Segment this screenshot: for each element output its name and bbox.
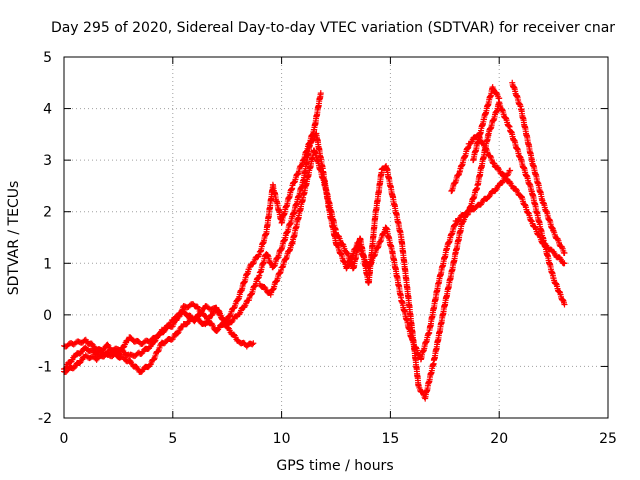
data-point-marker xyxy=(464,211,471,218)
plot-frame xyxy=(63,56,609,419)
data-point-marker xyxy=(151,338,158,345)
y-tick-label: 0 xyxy=(43,308,52,324)
y-tick-label: -1 xyxy=(38,359,52,375)
data-point-marker xyxy=(317,90,324,97)
series-track-4 xyxy=(256,99,568,402)
data-point-marker xyxy=(496,95,503,102)
data-markers xyxy=(61,79,568,402)
data-point-marker xyxy=(250,340,257,347)
y-tick-label: 3 xyxy=(43,153,52,169)
y-tick-label: 2 xyxy=(43,205,52,221)
data-point-marker xyxy=(215,307,222,314)
data-point-marker xyxy=(70,365,77,372)
x-tick-label: 10 xyxy=(273,431,291,447)
y-axis-label: SDTVAR / TECUs xyxy=(6,181,22,296)
data-point-marker xyxy=(561,260,568,267)
data-point-marker xyxy=(195,316,202,323)
y-tick-label: 5 xyxy=(43,50,52,66)
data-point-marker xyxy=(173,316,180,323)
chart-title: Day 295 of 2020, Sidereal Day-to-day VTE… xyxy=(51,20,615,36)
data-point-marker xyxy=(151,356,158,363)
data-point-marker xyxy=(156,331,163,338)
data-point-marker xyxy=(178,309,185,316)
x-tick-label: 15 xyxy=(381,431,399,447)
data-point-marker xyxy=(507,167,514,174)
data-point-marker xyxy=(174,330,181,337)
data-point-marker xyxy=(561,249,568,256)
grid-lines xyxy=(64,57,608,418)
data-point-marker xyxy=(228,319,235,326)
data-point-marker xyxy=(536,231,543,238)
x-axis-label: GPS time / hours xyxy=(276,458,393,474)
x-tick-label: 0 xyxy=(60,431,69,447)
x-tick-label: 20 xyxy=(490,431,508,447)
data-point-marker xyxy=(133,363,140,370)
data-point-marker xyxy=(104,341,111,348)
data-point-marker xyxy=(155,348,162,355)
axis-ticks: 0 5 10 15 20 25 -2 -1 0 1 2 3 4 5 xyxy=(38,50,617,447)
series-track-3 xyxy=(61,90,324,376)
y-tick-label: 4 xyxy=(43,102,52,118)
data-point-marker xyxy=(214,327,221,334)
series-track-7 xyxy=(509,79,568,256)
data-point-marker xyxy=(561,301,568,308)
series-track-1 xyxy=(61,130,514,363)
data-point-marker xyxy=(127,357,134,364)
data-point-marker xyxy=(491,160,498,167)
x-tick-label: 25 xyxy=(599,431,617,447)
data-point-marker xyxy=(77,350,84,357)
y-tick-label: 1 xyxy=(43,256,52,272)
data-point-marker xyxy=(495,164,502,171)
series-track-5 xyxy=(448,132,568,267)
x-tick-label: 5 xyxy=(168,431,177,447)
y-tick-label: -2 xyxy=(38,411,52,427)
series-track-2 xyxy=(61,304,257,375)
series-track-6 xyxy=(470,84,503,164)
data-point-marker xyxy=(256,251,263,258)
data-point-marker xyxy=(493,89,500,96)
data-point-marker xyxy=(220,321,227,328)
data-point-marker xyxy=(249,341,256,348)
